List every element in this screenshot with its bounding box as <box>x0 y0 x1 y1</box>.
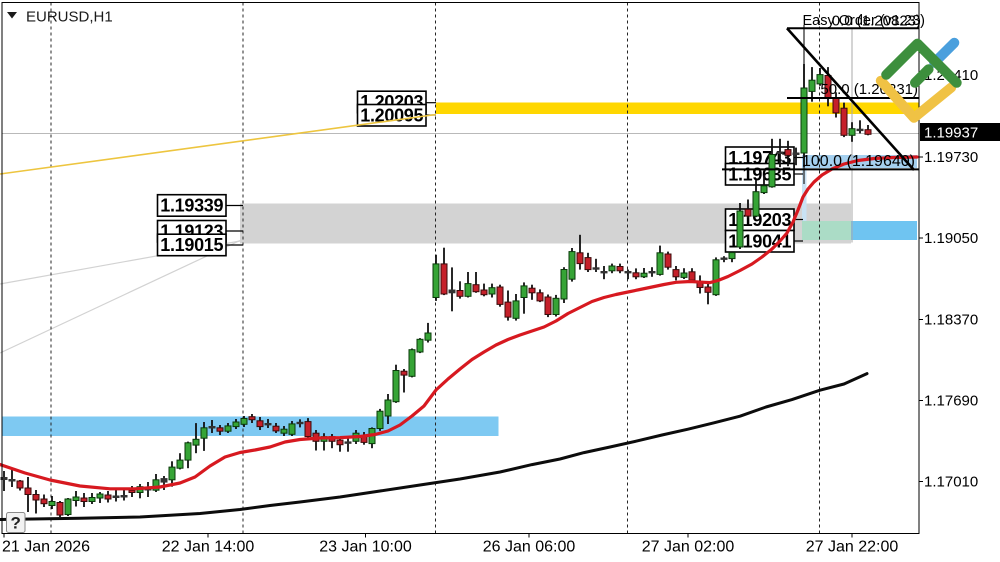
svg-text:21 Jan 2026: 21 Jan 2026 <box>2 539 90 556</box>
svg-text:27 Jan 22:00: 27 Jan 22:00 <box>806 539 899 556</box>
svg-text:1.19339: 1.19339 <box>160 196 223 216</box>
svg-text:27 Jan 02:00: 27 Jan 02:00 <box>642 539 735 556</box>
svg-text:0.0 (1.20823): 0.0 (1.20823) <box>832 13 921 30</box>
svg-text:Easy Order (v1.23): Easy Order (v1.23) <box>803 13 926 29</box>
svg-text:1.19203: 1.19203 <box>728 210 791 230</box>
svg-text:1.19635: 1.19635 <box>728 164 791 184</box>
svg-text:1.19937: 1.19937 <box>924 124 978 141</box>
svg-text:22 Jan 14:00: 22 Jan 14:00 <box>162 539 255 556</box>
svg-text:1.17690: 1.17690 <box>924 393 978 410</box>
svg-text:EURUSD,H1: EURUSD,H1 <box>26 9 113 26</box>
svg-text:100.0 (1.19640): 100.0 (1.19640) <box>802 153 915 170</box>
svg-text:1.20095: 1.20095 <box>360 105 423 125</box>
svg-text:23 Jan 10:00: 23 Jan 10:00 <box>319 539 412 556</box>
svg-text:1.17010: 1.17010 <box>924 474 978 491</box>
svg-text:26 Jan 06:00: 26 Jan 06:00 <box>483 539 576 556</box>
svg-text:?: ? <box>11 514 21 533</box>
svg-text:1.19050: 1.19050 <box>924 230 978 247</box>
svg-text:50.0 (1.20231): 50.0 (1.20231) <box>820 81 918 98</box>
svg-text:1.19730: 1.19730 <box>924 149 978 166</box>
svg-text:1.18370: 1.18370 <box>924 312 978 329</box>
svg-text:1.19015: 1.19015 <box>160 235 223 255</box>
